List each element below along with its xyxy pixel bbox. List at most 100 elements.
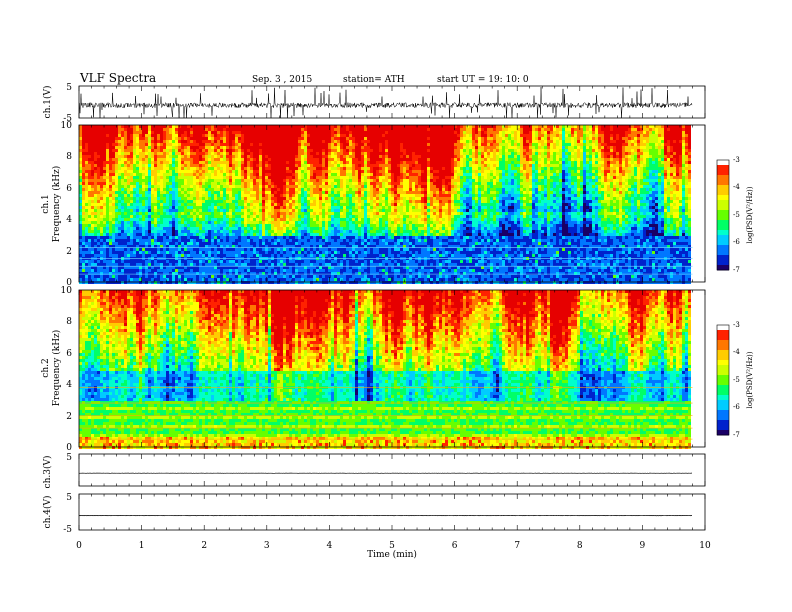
spectrogram-cell <box>655 143 658 146</box>
spectrogram-cell <box>199 179 202 182</box>
spectrogram-cell <box>286 128 289 131</box>
spectrogram-cell <box>508 188 511 191</box>
spectrogram-cell <box>616 167 619 170</box>
spectrogram-cell <box>448 179 451 182</box>
spectrogram-cell <box>640 170 643 173</box>
spectrogram-cell <box>112 194 115 197</box>
spectrogram-cell <box>571 191 574 194</box>
spectrogram-cell <box>145 191 148 194</box>
spectrogram-cell <box>367 170 370 173</box>
spectrogram-cell <box>286 155 289 158</box>
spectrogram-cell <box>88 125 91 128</box>
spectrogram-cell <box>502 188 505 191</box>
spectrogram-cell <box>244 155 247 158</box>
spectrogram-cell <box>577 167 580 170</box>
spectrogram-cell <box>646 143 649 146</box>
spectrogram-cell <box>112 140 115 143</box>
spectrogram-cell <box>109 179 112 182</box>
spectrogram-cell <box>583 167 586 170</box>
spectrogram-cell <box>613 167 616 170</box>
spectrogram-cell <box>94 137 97 140</box>
spectrogram-cell <box>403 149 406 152</box>
spectrogram-cell <box>286 185 289 188</box>
spectrogram-cell <box>112 173 115 176</box>
spectrogram-cell <box>319 176 322 179</box>
spectrogram-cell <box>100 185 103 188</box>
spectrogram-cell <box>682 161 685 164</box>
spectrogram-cell <box>511 149 514 152</box>
spectrogram-cell <box>145 179 148 182</box>
spectrogram-cell <box>283 125 286 128</box>
spectrogram-cell <box>484 152 487 155</box>
spectrogram-cell <box>154 179 157 182</box>
spectrogram-cell <box>82 170 85 173</box>
spectrogram-cell <box>640 143 643 146</box>
spectrogram-cell <box>391 182 394 185</box>
spectrogram-cell <box>337 131 340 134</box>
spectrogram-cell <box>193 185 196 188</box>
spectrogram-cell <box>649 128 652 131</box>
spectrogram-cell <box>514 152 517 155</box>
spectrogram-cell <box>433 164 436 167</box>
spectrogram-cell <box>106 194 109 197</box>
spectrogram-cell <box>688 140 691 143</box>
spectrogram-cell <box>223 131 226 134</box>
spectrogram-cell <box>331 158 334 161</box>
spectrogram-cell <box>253 143 256 146</box>
spectrogram-cell <box>202 179 205 182</box>
spectrogram-cell <box>532 191 535 194</box>
spectrogram-cell <box>244 125 247 128</box>
spectrogram-cell <box>670 149 673 152</box>
spectrogram-cell <box>427 188 430 191</box>
spectrogram-cell <box>373 134 376 137</box>
spectrogram-cell <box>451 173 454 176</box>
spectrogram-cell <box>280 194 283 197</box>
spectrogram-cell <box>205 143 208 146</box>
spectrogram-cell <box>412 128 415 131</box>
spectrogram-cell <box>109 191 112 194</box>
spectrogram-cell <box>244 164 247 167</box>
spectrogram-cell <box>94 155 97 158</box>
spectrogram-cell <box>529 140 532 143</box>
spectrogram-cell <box>385 182 388 185</box>
spectrogram-cell <box>112 167 115 170</box>
spectrogram-cell <box>541 170 544 173</box>
spectrogram-cell <box>523 167 526 170</box>
spectrogram-cell <box>547 152 550 155</box>
spectrogram-cell <box>592 167 595 170</box>
spectrogram-cell <box>88 179 91 182</box>
spectrogram-cell <box>322 146 325 149</box>
spectrogram-cell <box>160 140 163 143</box>
spectrogram-cell <box>283 137 286 140</box>
spectrogram-cell <box>88 143 91 146</box>
spectrogram-cell <box>454 191 457 194</box>
spectrogram-cell <box>631 137 634 140</box>
spectrogram-cell <box>97 149 100 152</box>
spectrogram-cell <box>217 182 220 185</box>
spectrogram-cell <box>211 176 214 179</box>
spectrogram-cell <box>304 155 307 158</box>
spectrogram-cell <box>175 185 178 188</box>
spectrogram-cell <box>322 185 325 188</box>
spectrogram-cell <box>253 182 256 185</box>
spectrogram-cell <box>274 185 277 188</box>
spectrogram-cell <box>184 185 187 188</box>
spectrogram-cell <box>628 164 631 167</box>
spectrogram-cell <box>109 161 112 164</box>
spectrogram-cell <box>349 176 352 179</box>
spectrogram-cell <box>415 176 418 179</box>
spectrogram-cell <box>292 164 295 167</box>
spectrogram-cell <box>124 197 127 200</box>
spectrogram-cell <box>664 173 667 176</box>
spectrogram-cell <box>244 173 247 176</box>
spectrogram-cell <box>454 170 457 173</box>
spectrogram-cell <box>229 188 232 191</box>
spectrogram-cell <box>616 137 619 140</box>
spectrogram-cell <box>532 176 535 179</box>
spectrogram-cell <box>154 134 157 137</box>
spectrogram-cell <box>310 176 313 179</box>
spectrogram-cell <box>604 137 607 140</box>
spectrogram-cell <box>148 158 151 161</box>
spectrogram-cell <box>682 188 685 191</box>
spectrogram-cell <box>163 155 166 158</box>
